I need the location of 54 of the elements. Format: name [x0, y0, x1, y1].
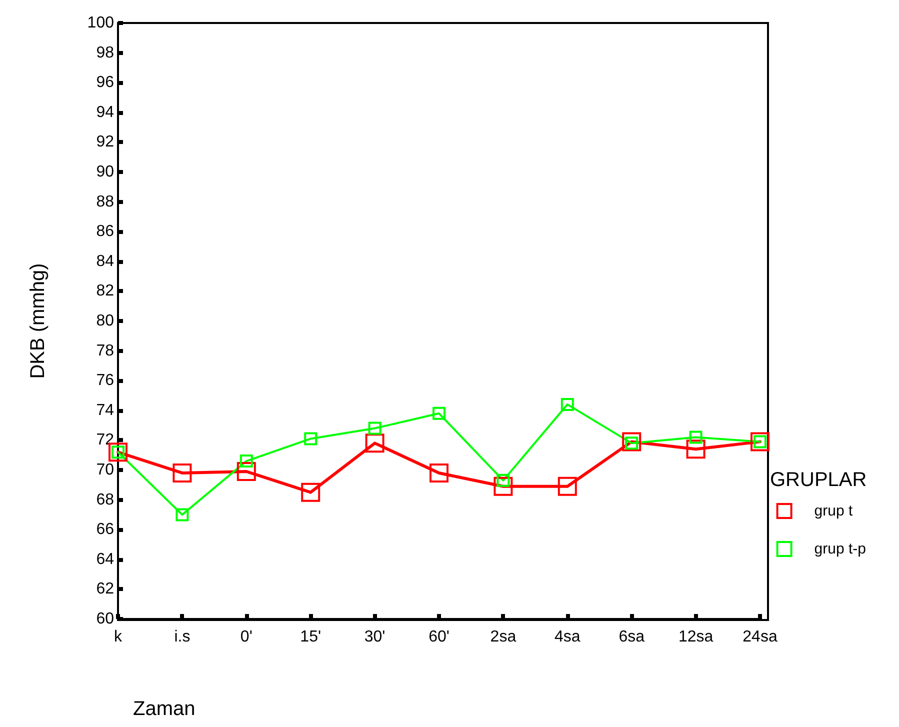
y-tick-label: 76: [96, 372, 114, 390]
x-tick-label: 2sa: [490, 628, 516, 646]
point: [622, 432, 642, 452]
point: [236, 462, 256, 481]
x-tick-label: 4sa: [554, 628, 580, 646]
point: [172, 463, 192, 482]
y-tick-label: 68: [96, 491, 114, 508]
y-tick-label: 62: [96, 580, 114, 598]
x-axis-title: Zaman: [133, 698, 196, 720]
y-tick-label: 86: [96, 223, 114, 240]
point: [430, 463, 448, 482]
y-tick-label: 60: [96, 610, 114, 628]
point: [301, 482, 320, 502]
y-tick-label: 96: [96, 74, 114, 92]
legend-title: GRUPLAR: [770, 469, 867, 491]
point: [560, 398, 574, 411]
point: [176, 508, 189, 522]
y-tick-label: 78: [96, 342, 114, 360]
y-tick-label: 64: [96, 550, 114, 568]
y-tick-label: 98: [96, 44, 114, 62]
x-tick-label: 24sa: [742, 628, 778, 646]
x-tick-label: k: [114, 628, 123, 646]
y-tick-label: 88: [96, 193, 114, 210]
point: [108, 442, 128, 462]
x-tick-label: 12sa: [678, 628, 714, 646]
point: [750, 432, 770, 452]
y-axis-title: DKB (mmhg): [27, 263, 49, 379]
x-tick-label: 15': [300, 628, 322, 646]
x-tick-label: i.s: [174, 628, 190, 646]
y-tick-label: 74: [96, 402, 114, 419]
y-tick-label: 70: [96, 462, 114, 478]
point: [365, 434, 384, 453]
y-tick-label: 66: [96, 521, 114, 538]
legend-label: grup t-p: [814, 540, 866, 558]
point: [304, 432, 318, 446]
point: [368, 422, 382, 435]
y-tick-label: 94: [96, 104, 114, 121]
point: [240, 454, 253, 468]
y-tick-label: 84: [96, 252, 114, 270]
legend-label: grup t: [814, 502, 854, 520]
y-tick-label: 80: [96, 312, 114, 330]
y-tick-label: 90: [96, 164, 114, 180]
point: [494, 476, 513, 496]
x-tick-label: 60': [428, 628, 450, 646]
x-tick-label: 6sa: [618, 628, 645, 646]
y-tick-label: 100: [87, 14, 114, 32]
x-tick-label: 0': [240, 628, 252, 646]
point: [432, 406, 446, 420]
point: [689, 430, 702, 444]
x-tick-label: 30': [364, 628, 386, 646]
point: [686, 440, 706, 459]
y-tick-label: 92: [96, 134, 114, 151]
point: [558, 476, 577, 496]
y-tick-label: 82: [96, 282, 114, 300]
